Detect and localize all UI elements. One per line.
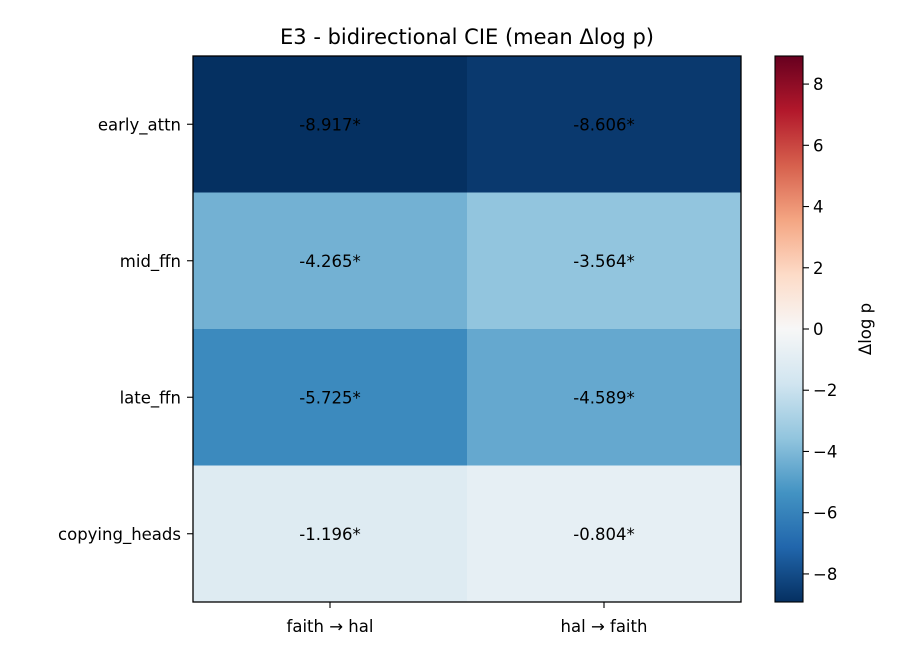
- colorbar-tick-label: −8: [813, 565, 837, 584]
- chart-title: E3 - bidirectional CIE (mean Δlog p): [280, 25, 654, 49]
- colorbar-tick-label: 6: [813, 136, 824, 155]
- colorbar: [774, 55, 804, 603]
- column-tick-label: hal → faith: [561, 617, 648, 636]
- colorbar-tick-label: −2: [813, 381, 837, 400]
- heatmap-cell: [467, 192, 742, 330]
- colorbar-tick-label: −4: [813, 442, 837, 461]
- colorbar-tick-label: 0: [813, 320, 824, 339]
- column-tick-labels: faith → hal hal → faith: [287, 602, 648, 636]
- heatmap-cells: -8.917* -8.606* -4.265* -3.564* -5.725* -4.58…: [193, 56, 742, 603]
- colorbar-tick-label: −6: [813, 504, 837, 523]
- colorbar-tick-label: 2: [813, 259, 824, 278]
- cell-value-label: -0.804*: [573, 525, 634, 544]
- heatmap-cell: [193, 192, 468, 330]
- row-tick-label: early_attn: [98, 115, 181, 135]
- cell-value-label: -5.725*: [299, 388, 360, 407]
- cell-value-label: -4.589*: [573, 388, 634, 407]
- column-tick-label: faith → hal: [287, 617, 374, 636]
- cell-value-label: -8.606*: [573, 115, 634, 134]
- heatmap-cell: [193, 329, 468, 466]
- row-tick-labels: early_attn mid_ffn late_ffn copying_heads: [58, 115, 193, 545]
- row-tick-label: late_ffn: [120, 388, 181, 408]
- cell-value-label: -1.196*: [299, 525, 360, 544]
- heatmap-cell: [193, 56, 468, 193]
- heatmap-cell: [193, 465, 468, 603]
- cell-value-label: -8.917*: [299, 115, 360, 134]
- colorbar-tick-label: 8: [813, 75, 824, 94]
- heatmap-cell: [467, 465, 742, 603]
- cell-value-label: -4.265*: [299, 252, 360, 271]
- cell-value-label: -3.564*: [573, 252, 634, 271]
- colorbar-ticks: 8 6 4 2 0 −2 −4 −6 −8: [803, 75, 837, 584]
- heatmap-cell: [467, 329, 742, 466]
- colorbar-label: Δlog p: [856, 303, 875, 355]
- row-tick-label: copying_heads: [58, 525, 181, 545]
- row-tick-label: mid_ffn: [120, 252, 181, 272]
- heatmap-cell: [467, 56, 742, 193]
- plot-frame: [192, 55, 742, 603]
- colorbar-tick-label: 4: [813, 198, 824, 217]
